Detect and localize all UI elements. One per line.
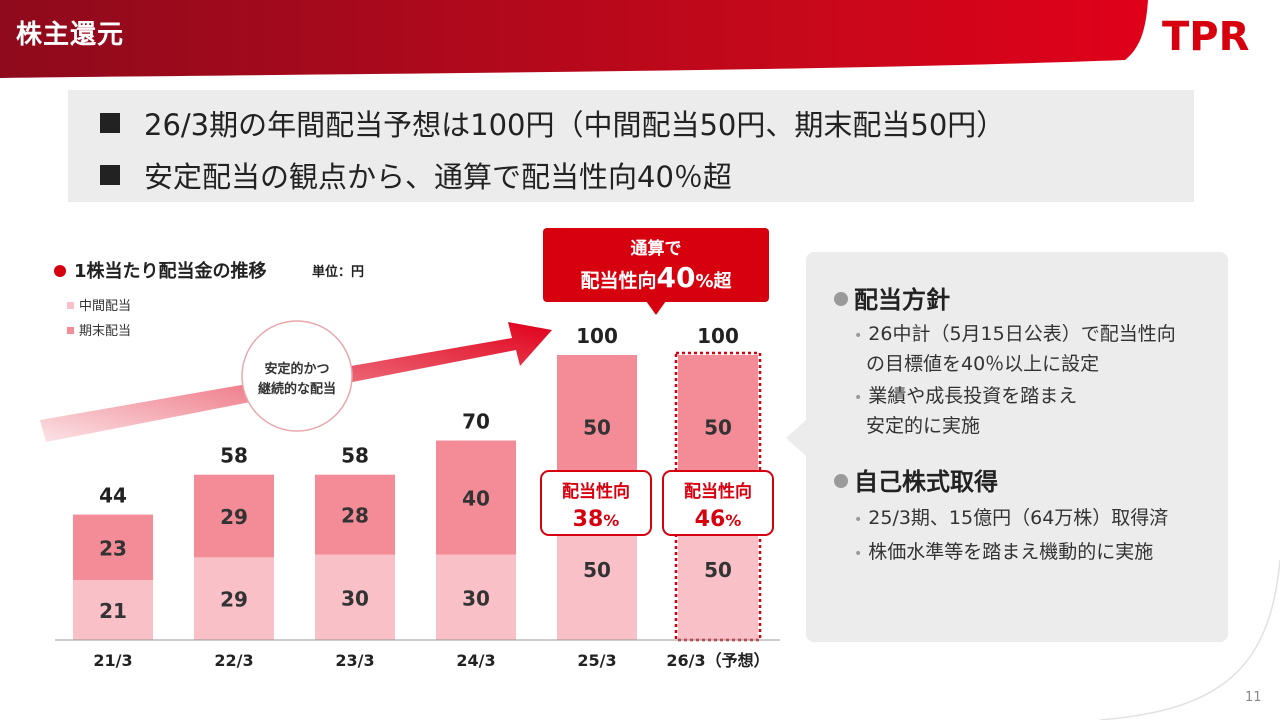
bar-total-label-2: 58 [341, 444, 369, 468]
payout-label-25: 配当性向 38% [540, 470, 652, 536]
legend-label-interim: 中間配当 [79, 299, 131, 314]
bar-label-interim-0: 21 [99, 599, 127, 623]
x-tick-label-1: 22/3 [214, 651, 253, 670]
square-bullet-icon [100, 113, 120, 133]
page-number: 11 [1245, 690, 1262, 705]
bar-label-year-end-1: 29 [220, 505, 248, 529]
policy-section-2-title: 自己株式取得 [834, 462, 998, 497]
bar-year-end-2 [315, 474, 395, 555]
bar-label-interim-5: 50 [704, 558, 732, 582]
policy-section-1-title: 配当方針 [834, 280, 950, 315]
corner-curve [1100, 560, 1280, 720]
summary-text-1: 26/3期の年間配当予想は100円（中間配当50円、期末配当50円） [144, 108, 1006, 142]
dot-bullet-icon: • [854, 328, 863, 344]
policy-bullet-4-text: 株価水準等を踏まえ機動的に実施 [868, 541, 1154, 563]
bar-interim-0 [73, 580, 153, 640]
x-tick-label-0: 21/3 [93, 651, 132, 670]
bar-interim-1 [194, 557, 274, 640]
chart-title-dot-icon [54, 265, 66, 277]
bar-total-label-5: 100 [697, 324, 739, 348]
policy-bullet-3: • 25/3期、15億円（64万株）取得済 [854, 504, 1168, 534]
summary-line-1: 26/3期の年間配当予想は100円（中間配当50円、期末配当50円） [100, 102, 1005, 144]
x-tick-label-2: 23/3 [335, 651, 374, 670]
forecast-outline [674, 351, 762, 642]
x-tick-label-4: 25/3 [577, 651, 616, 670]
policy-bullet-1-text-2: の目標値を40％以上に設定 [866, 353, 1100, 375]
summary-text-2: 安定配当の観点から、通算で配当性向40％超 [144, 160, 732, 194]
callout-line2: 配当性向40%超 [543, 261, 769, 294]
callout-suffix: %超 [695, 271, 732, 292]
legend-swatch-interim [67, 302, 74, 309]
policy-bullet-2-text-2: 安定的に実施 [866, 415, 981, 437]
bar-label-year-end-2: 28 [341, 504, 369, 528]
bar-label-year-end-3: 40 [462, 487, 490, 511]
payout-label-26-value: 46% [695, 507, 742, 532]
bar-label-year-end-4: 50 [583, 415, 611, 439]
circle-bullet-icon [834, 474, 848, 488]
header-band [0, 0, 1148, 78]
callout-prefix: 配当性向 [580, 270, 657, 292]
callout-value: 40 [656, 261, 696, 294]
tpr-logo: TPR [1162, 14, 1250, 60]
arrow-label-line1: 安定的かつ [264, 361, 329, 377]
legend-swatch-year-end [67, 327, 74, 334]
bar-interim-3 [436, 554, 516, 640]
policy-notch [786, 420, 806, 456]
arrow-label-line2: 継続的な配当 [258, 381, 336, 397]
bar-label-year-end-0: 23 [99, 536, 127, 560]
bar-year-end-0 [73, 514, 153, 581]
payout-label-26-title: 配当性向 [684, 481, 752, 502]
chart-unit: 単位：円 [312, 264, 364, 280]
x-tick-label-3: 24/3 [456, 651, 495, 670]
policy-bullet-1: • 26中計（5月15日公表）で配当性向 の目標値を40％以上に設定 [854, 320, 1176, 378]
bar-label-interim-1: 29 [220, 588, 248, 612]
dividend-chart: 1株当たり配当金の推移 単位：円 中間配当 期末配当 安定的かつ 継続的な配当 … [40, 260, 780, 670]
dot-bullet-icon: • [854, 512, 863, 528]
legend-label-year-end: 期末配当 [79, 324, 131, 339]
payout-label-25-value: 38% [573, 507, 620, 532]
arrow-label-circle [241, 320, 353, 432]
payout-label-26: 配当性向 46% [662, 470, 774, 536]
page-title: 株主還元 [16, 20, 125, 50]
policy-section-2-title-text: 自己株式取得 [854, 468, 998, 496]
policy-bullet-4: • 株価水準等を踏まえ機動的に実施 [854, 538, 1153, 568]
chart-title: 1株当たり配当金の推移 [74, 260, 267, 282]
policy-box: 配当方針 • 26中計（5月15日公表）で配当性向 の目標値を40％以上に設定 •… [806, 252, 1228, 642]
bar-label-interim-3: 30 [462, 586, 490, 610]
summary-box: 26/3期の年間配当予想は100円（中間配当50円、期末配当50円） 安定配当の… [68, 90, 1194, 202]
payout-label-25-title: 配当性向 [562, 481, 630, 502]
bar-label-interim-4: 50 [583, 558, 611, 582]
policy-bullet-1-text: 26中計（5月15日公表）で配当性向 [868, 323, 1176, 345]
bar-total-label-1: 58 [220, 444, 248, 468]
dot-bullet-icon: • [854, 546, 863, 562]
circle-bullet-icon [834, 292, 848, 306]
bar-year-end-1 [194, 474, 274, 558]
summary-line-2: 安定配当の観点から、通算で配当性向40％超 [100, 154, 732, 196]
dot-bullet-icon: • [854, 390, 863, 406]
bar-total-label-3: 70 [462, 410, 490, 434]
square-bullet-icon [100, 165, 120, 185]
x-tick-label-5: 26/3（予想） [666, 651, 769, 670]
payout-callout: 通算で 配当性向40%超 [543, 228, 769, 302]
bar-total-label-0: 44 [99, 484, 127, 508]
bar-total-label-4: 100 [576, 324, 618, 348]
callout-tail [646, 301, 666, 315]
callout-line1: 通算で [630, 239, 682, 259]
bar-label-year-end-5: 50 [704, 415, 732, 439]
policy-bullet-2: • 業績や成長投資を踏まえ 安定的に実施 [854, 382, 1077, 440]
bar-interim-2 [315, 554, 395, 640]
policy-section-1-title-text: 配当方針 [854, 286, 950, 314]
policy-bullet-2-text: 業績や成長投資を踏まえ [868, 385, 1078, 407]
bar-year-end-3 [436, 440, 516, 555]
policy-bullet-3-text: 25/3期、15億円（64万株）取得済 [868, 507, 1169, 529]
bar-label-interim-2: 30 [341, 586, 369, 610]
